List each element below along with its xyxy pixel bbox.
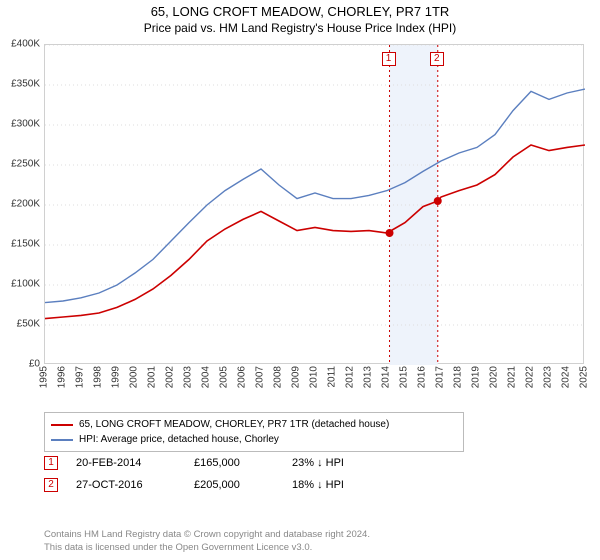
sale-price: £205,000 bbox=[194, 479, 274, 491]
legend-label: HPI: Average price, detached house, Chor… bbox=[79, 432, 279, 447]
x-tick-label: 2020 bbox=[489, 366, 500, 388]
legend: 65, LONG CROFT MEADOW, CHORLEY, PR7 1TR … bbox=[44, 412, 464, 452]
sale-index-box: 1 bbox=[44, 456, 58, 470]
sales-table: 1 20-FEB-2014 £165,000 23% ↓ HPI 2 27-OCT-201… bbox=[44, 452, 402, 496]
chart-title: 65, LONG CROFT MEADOW, CHORLEY, PR7 1TR bbox=[0, 0, 600, 21]
sale-row: 2 27-OCT-2016 £205,000 18% ↓ HPI bbox=[44, 474, 402, 496]
y-tick-label: £250K bbox=[11, 159, 40, 170]
sale-date: 20-FEB-2014 bbox=[76, 457, 176, 469]
x-tick-label: 2009 bbox=[291, 366, 302, 388]
x-tick-label: 2006 bbox=[237, 366, 248, 388]
x-tick-label: 2010 bbox=[309, 366, 320, 388]
y-tick-label: £350K bbox=[11, 79, 40, 90]
x-tick-label: 2005 bbox=[219, 366, 230, 388]
sale-vs-hpi: 18% ↓ HPI bbox=[292, 479, 402, 491]
y-tick-label: £200K bbox=[11, 199, 40, 210]
x-tick-label: 2024 bbox=[561, 366, 572, 388]
chart-plot-area bbox=[44, 44, 584, 364]
x-tick-label: 2015 bbox=[399, 366, 410, 388]
sale-date: 27-OCT-2016 bbox=[76, 479, 176, 491]
page-root: 65, LONG CROFT MEADOW, CHORLEY, PR7 1TR … bbox=[0, 0, 600, 560]
x-tick-label: 2022 bbox=[525, 366, 536, 388]
y-axis-ticks: £0£50K£100K£150K£200K£250K£300K£350K£400… bbox=[0, 44, 42, 364]
x-tick-label: 2016 bbox=[417, 366, 428, 388]
x-tick-label: 2014 bbox=[381, 366, 392, 388]
x-axis-ticks: 1995199619971998199920002001200220032004… bbox=[44, 366, 584, 406]
x-tick-label: 2012 bbox=[345, 366, 356, 388]
x-tick-label: 2018 bbox=[453, 366, 464, 388]
chart-subtitle: Price paid vs. HM Land Registry's House … bbox=[0, 21, 600, 39]
x-tick-label: 1999 bbox=[111, 366, 122, 388]
y-tick-label: £300K bbox=[11, 119, 40, 130]
x-tick-label: 1996 bbox=[57, 366, 68, 388]
x-tick-label: 2004 bbox=[201, 366, 212, 388]
x-tick-label: 2023 bbox=[543, 366, 554, 388]
x-tick-label: 2025 bbox=[579, 366, 590, 388]
legend-row: HPI: Average price, detached house, Chor… bbox=[51, 432, 457, 447]
footer-line: This data is licensed under the Open Gov… bbox=[44, 542, 370, 554]
footer-line: Contains HM Land Registry data © Crown c… bbox=[44, 529, 370, 541]
sale-marker: 2 bbox=[430, 52, 444, 66]
x-tick-label: 1995 bbox=[39, 366, 50, 388]
sale-price: £165,000 bbox=[194, 457, 274, 469]
sale-index-box: 2 bbox=[44, 478, 58, 492]
legend-row: 65, LONG CROFT MEADOW, CHORLEY, PR7 1TR … bbox=[51, 417, 457, 432]
sale-marker: 1 bbox=[382, 52, 396, 66]
x-tick-label: 2021 bbox=[507, 366, 518, 388]
legend-swatch bbox=[51, 424, 73, 426]
y-tick-label: £150K bbox=[11, 239, 40, 250]
legend-label: 65, LONG CROFT MEADOW, CHORLEY, PR7 1TR … bbox=[79, 417, 389, 432]
footer-attribution: Contains HM Land Registry data © Crown c… bbox=[44, 529, 370, 554]
x-tick-label: 2019 bbox=[471, 366, 482, 388]
x-tick-label: 2007 bbox=[255, 366, 266, 388]
y-tick-label: £400K bbox=[11, 39, 40, 50]
x-tick-label: 1997 bbox=[75, 366, 86, 388]
x-tick-label: 1998 bbox=[93, 366, 104, 388]
x-tick-label: 2000 bbox=[129, 366, 140, 388]
legend-swatch bbox=[51, 439, 73, 441]
sale-vs-hpi: 23% ↓ HPI bbox=[292, 457, 402, 469]
x-tick-label: 2017 bbox=[435, 366, 446, 388]
x-tick-label: 2003 bbox=[183, 366, 194, 388]
sale-row: 1 20-FEB-2014 £165,000 23% ↓ HPI bbox=[44, 452, 402, 474]
x-tick-label: 2001 bbox=[147, 366, 158, 388]
y-tick-label: £100K bbox=[11, 279, 40, 290]
y-tick-label: £50K bbox=[17, 319, 40, 330]
x-tick-label: 2008 bbox=[273, 366, 284, 388]
x-tick-label: 2013 bbox=[363, 366, 374, 388]
chart-svg bbox=[45, 45, 585, 365]
x-tick-label: 2002 bbox=[165, 366, 176, 388]
x-tick-label: 2011 bbox=[327, 366, 338, 388]
